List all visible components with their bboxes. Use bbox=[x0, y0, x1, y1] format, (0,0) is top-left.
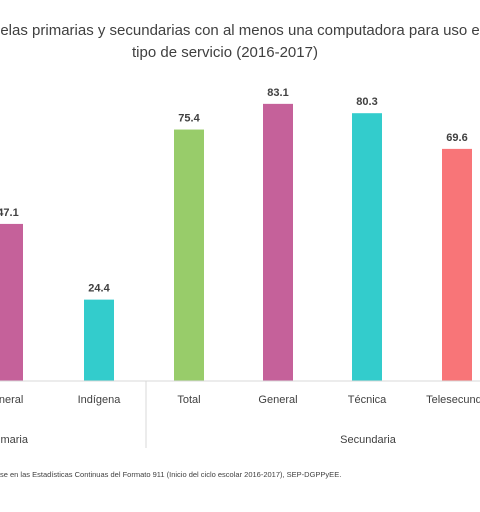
source-note: se en las Estadísticas Continuas del For… bbox=[0, 470, 342, 479]
value-label-1: 24.4 bbox=[88, 283, 110, 295]
group-label-secundaria: Secundaria bbox=[340, 434, 397, 446]
category-label-3: General bbox=[258, 394, 297, 406]
category-label-2: Total bbox=[177, 394, 200, 406]
bar-5 bbox=[442, 148, 472, 381]
chart-title-line1: uelas primarias y secundarias con al men… bbox=[0, 22, 480, 39]
category-label-1: Indígena bbox=[78, 394, 122, 406]
bar-4 bbox=[352, 113, 382, 382]
category-label-0: eneral bbox=[0, 394, 23, 406]
value-label-4: 80.3 bbox=[356, 96, 377, 108]
value-label-2: 75.4 bbox=[178, 113, 200, 125]
chart-title-line2: tipo de servicio (2016-2017) bbox=[132, 44, 318, 61]
group-label-primaria: imaria bbox=[0, 434, 29, 446]
value-label-5: 69.6 bbox=[446, 132, 467, 144]
bar-2 bbox=[174, 129, 204, 381]
category-label-5: Telesecunda bbox=[426, 394, 480, 406]
bar-1 bbox=[84, 299, 114, 381]
value-label-0: 47.1 bbox=[0, 207, 19, 219]
bar-0 bbox=[0, 223, 23, 381]
category-label-4: Técnica bbox=[348, 394, 387, 406]
value-label-3: 83.1 bbox=[267, 87, 288, 99]
bar-3 bbox=[263, 103, 293, 381]
